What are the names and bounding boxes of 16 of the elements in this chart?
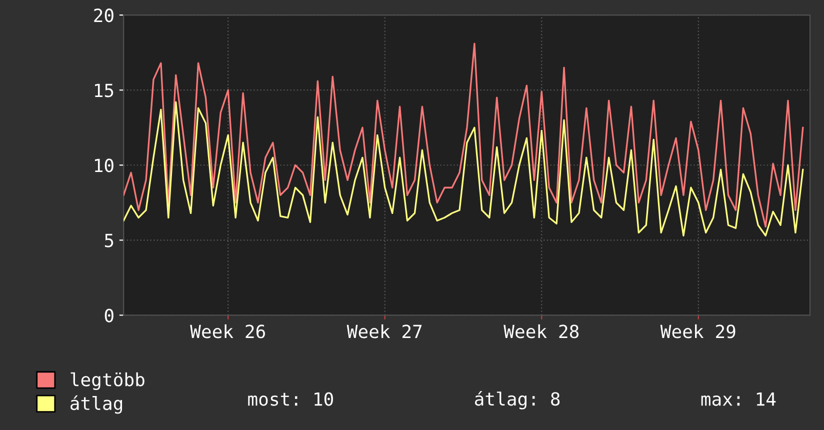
y-tick-label: 15 [95, 84, 114, 98]
text: most: 10 [248, 392, 333, 406]
line-series [124, 42, 804, 228]
x-tick-label: Week 28 [504, 324, 579, 338]
y-tick-label: 0 [104, 308, 114, 322]
x-tick-label: Week 27 [346, 324, 422, 338]
text: max: 14 [701, 392, 776, 406]
y-tick-label: 20 [94, 8, 114, 22]
text: átlag: 8 [474, 391, 560, 410]
x-tick-label: Week 26 [190, 324, 265, 338]
x-tick-label: Week 29 [660, 324, 736, 338]
y-tick-label: 5 [104, 234, 114, 248]
legend-label: legtöbb [70, 372, 144, 390]
legend-label: átlag [70, 395, 122, 414]
line-series [124, 101, 804, 236]
y-tick-label: 10 [95, 158, 114, 172]
